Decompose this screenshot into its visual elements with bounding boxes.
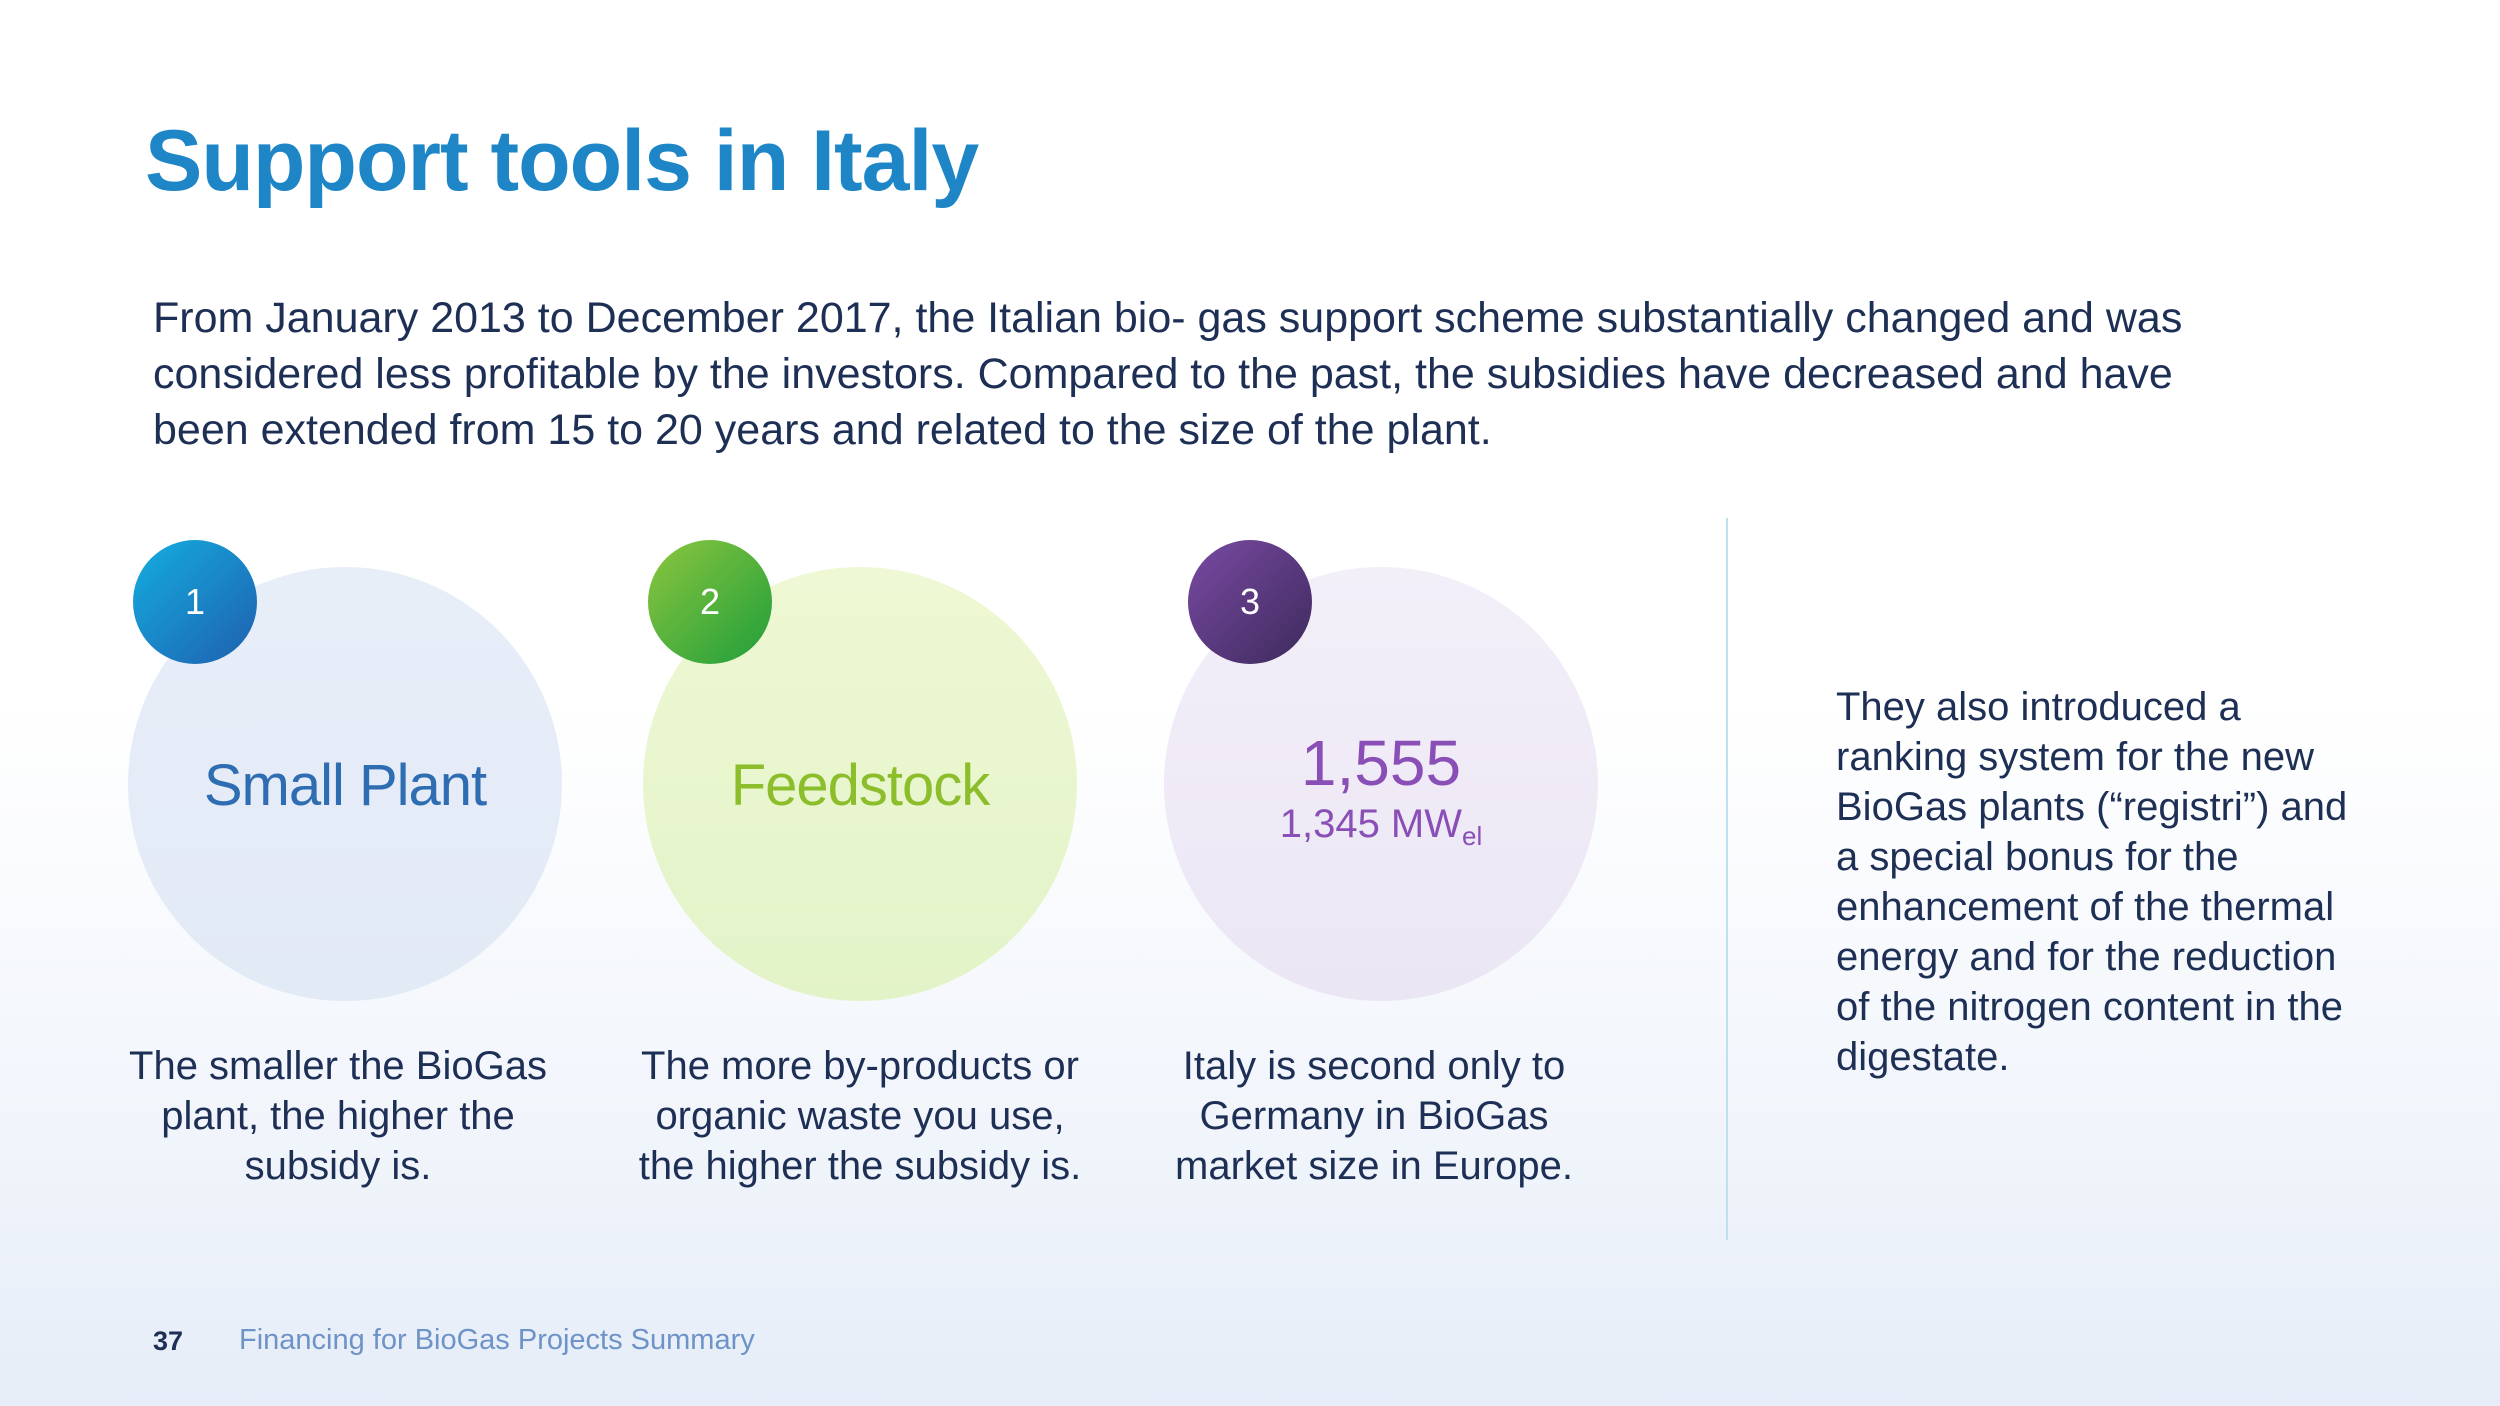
side-note: They also introduced a ranking system fo…: [1836, 685, 2348, 1079]
page-number: 37: [153, 1326, 184, 1356]
footer-document-title: Financing for BioGas Projects Summary: [239, 1324, 755, 1356]
capacity-value-subscript: el: [1462, 821, 1483, 851]
intro-paragraph: From January 2013 to December 2017, the …: [153, 294, 2183, 454]
vertical-divider: [1726, 518, 1728, 1240]
feedstock-heading: Feedstock: [730, 753, 991, 818]
number-badge-1: 1: [133, 540, 257, 664]
capacity-value-main: 1,345 MW: [1279, 802, 1463, 846]
plant-count-value: 1,555: [1300, 727, 1462, 799]
market-size-caption: Italy is second only to Germany in BioGa…: [1175, 1044, 1573, 1188]
small-plant-caption: The smaller the BioGas plant, the higher…: [129, 1044, 547, 1188]
number-badge-2: 2: [648, 540, 772, 664]
slide-title: Support tools in Italy: [145, 113, 979, 209]
capacity-value: 1,345 MWel: [1164, 802, 1598, 852]
number-badge-3: 3: [1188, 540, 1312, 664]
feedstock-caption: The more by-products or organic waste yo…: [638, 1044, 1082, 1188]
small-plant-heading: Small Plant: [203, 753, 487, 818]
